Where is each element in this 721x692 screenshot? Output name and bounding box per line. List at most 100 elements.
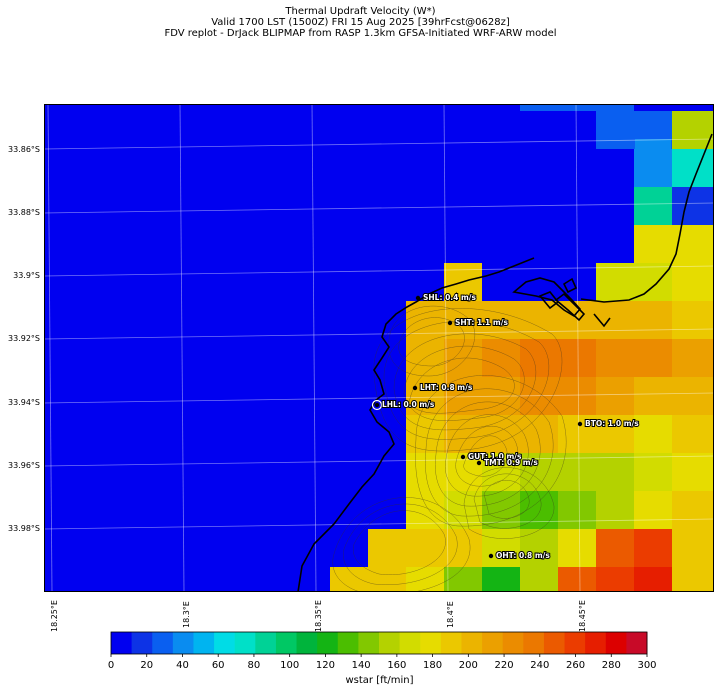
field-cell [672, 567, 714, 592]
field-cell [330, 567, 368, 592]
station-dot [374, 402, 380, 408]
station-dot [447, 320, 453, 326]
wstar-field [330, 104, 714, 592]
lat-label-3394: 33.94°S [8, 398, 40, 407]
grid-line [311, 104, 317, 592]
station-marker[interactable]: SHT: 1.1 m/s [447, 317, 509, 328]
station-marker[interactable]: LHL: 0.0 m/s [371, 399, 436, 411]
field-cell [634, 187, 672, 225]
field-cell [482, 377, 520, 415]
station-label: SHL: 0.4 m/s [423, 293, 477, 302]
thermal-map: SHL: 0.4 m/s SHT: 1.1 m/s LHT: 0.8 m/s LHL:… [44, 104, 714, 592]
colorbar-segment [296, 632, 318, 654]
field-cell [520, 104, 558, 111]
field-cell [558, 453, 596, 491]
colorbar-tick-label: 160 [387, 660, 407, 671]
station-dot [460, 454, 466, 460]
colorbar-segment [379, 632, 401, 654]
lon-label-1835: 18.35°E [314, 600, 323, 632]
colorbar-segment [275, 632, 298, 654]
field-cell [482, 301, 520, 339]
grid-line [44, 138, 714, 150]
colorbar-segment [111, 632, 133, 654]
station-marker[interactable]: SHL: 0.4 m/s [415, 292, 478, 303]
field-cell [596, 263, 634, 301]
field-cell [444, 301, 482, 339]
field-cell [634, 339, 672, 377]
grid-line [44, 265, 714, 277]
field-cell [482, 415, 520, 453]
field-cell [672, 339, 714, 377]
station-dot [476, 460, 482, 466]
field-cell [634, 567, 672, 592]
field-cell [444, 529, 482, 567]
grid-line [44, 518, 714, 530]
lat-lon-grid [44, 104, 714, 592]
field-cell [634, 415, 672, 453]
station-marker[interactable]: GUT: 1.0 m/s [460, 451, 523, 462]
field-cell [520, 415, 558, 453]
colorbar-tick-label: 220 [494, 660, 514, 671]
field-cell [444, 377, 482, 415]
colorbar-segment [214, 632, 236, 654]
field-cell [596, 339, 634, 377]
field-cell [672, 453, 714, 491]
field-cell [672, 111, 708, 151]
field-cell [444, 491, 482, 529]
field-cell [672, 301, 714, 339]
grid-line [44, 328, 714, 340]
colorbar-segment [172, 632, 194, 654]
field-cell [672, 263, 714, 301]
colorbar-segment [502, 632, 524, 654]
colorbar-tick-label: 120 [315, 660, 335, 671]
field-cell [634, 301, 672, 339]
station-marker[interactable]: OHT: 0.8 m/s [488, 550, 551, 561]
field-cell [406, 377, 444, 415]
field-cell [634, 491, 672, 529]
grid-line [179, 104, 185, 592]
field-cell [520, 377, 558, 415]
station-marker[interactable]: BTO: 1.0 m/s [577, 418, 640, 429]
colorbar-tick-label: 100 [280, 660, 300, 671]
field-cell [482, 453, 520, 491]
field-cell [596, 104, 634, 111]
field-cell [558, 339, 596, 377]
field-cell [634, 529, 672, 567]
colorbar-tick-label: 60 [211, 660, 225, 671]
field-cell [672, 415, 714, 453]
field-cell [596, 415, 634, 453]
station-label: OHT: 0.8 m/s [496, 551, 550, 560]
field-cell [558, 415, 596, 453]
station-label: LHL: 0.0 m/s [382, 400, 435, 409]
colorbar-segment [193, 632, 215, 654]
field-cell [406, 491, 444, 529]
grid-line [47, 104, 53, 592]
colorbar-segment [461, 632, 483, 654]
colorbar-segment [440, 632, 462, 654]
map-frame [44, 104, 714, 592]
colorbar-segment [317, 632, 339, 654]
coastline [297, 133, 713, 592]
station-marker[interactable]: TMT: 0.9 m/s [476, 457, 539, 468]
colorbar-tick-label: 300 [637, 660, 657, 671]
lon-label-1830: 18.3°E [182, 601, 191, 628]
colorbar-segment [523, 632, 545, 654]
lon-label-1845: 18.45°E [578, 600, 587, 632]
field-cell [482, 491, 520, 529]
field-cell [368, 567, 406, 592]
station-dot [415, 295, 421, 301]
field-cell [520, 339, 558, 377]
grid-line [44, 202, 714, 214]
field-cell [672, 491, 714, 529]
lat-label-3386: 33.86°S [8, 145, 40, 154]
field-cell [596, 491, 634, 529]
lon-label-1825: 18.25°E [50, 600, 59, 632]
field-cell [444, 567, 482, 592]
colorbar-segment [234, 632, 256, 654]
field-cell [444, 453, 482, 491]
grid-line [44, 455, 714, 467]
colorbar-tick-label: 20 [140, 660, 154, 671]
colorbar-tick-label: 40 [176, 660, 189, 671]
station-marker[interactable]: LHT: 0.8 m/s [412, 382, 474, 393]
colorbar-frame [110, 631, 648, 655]
